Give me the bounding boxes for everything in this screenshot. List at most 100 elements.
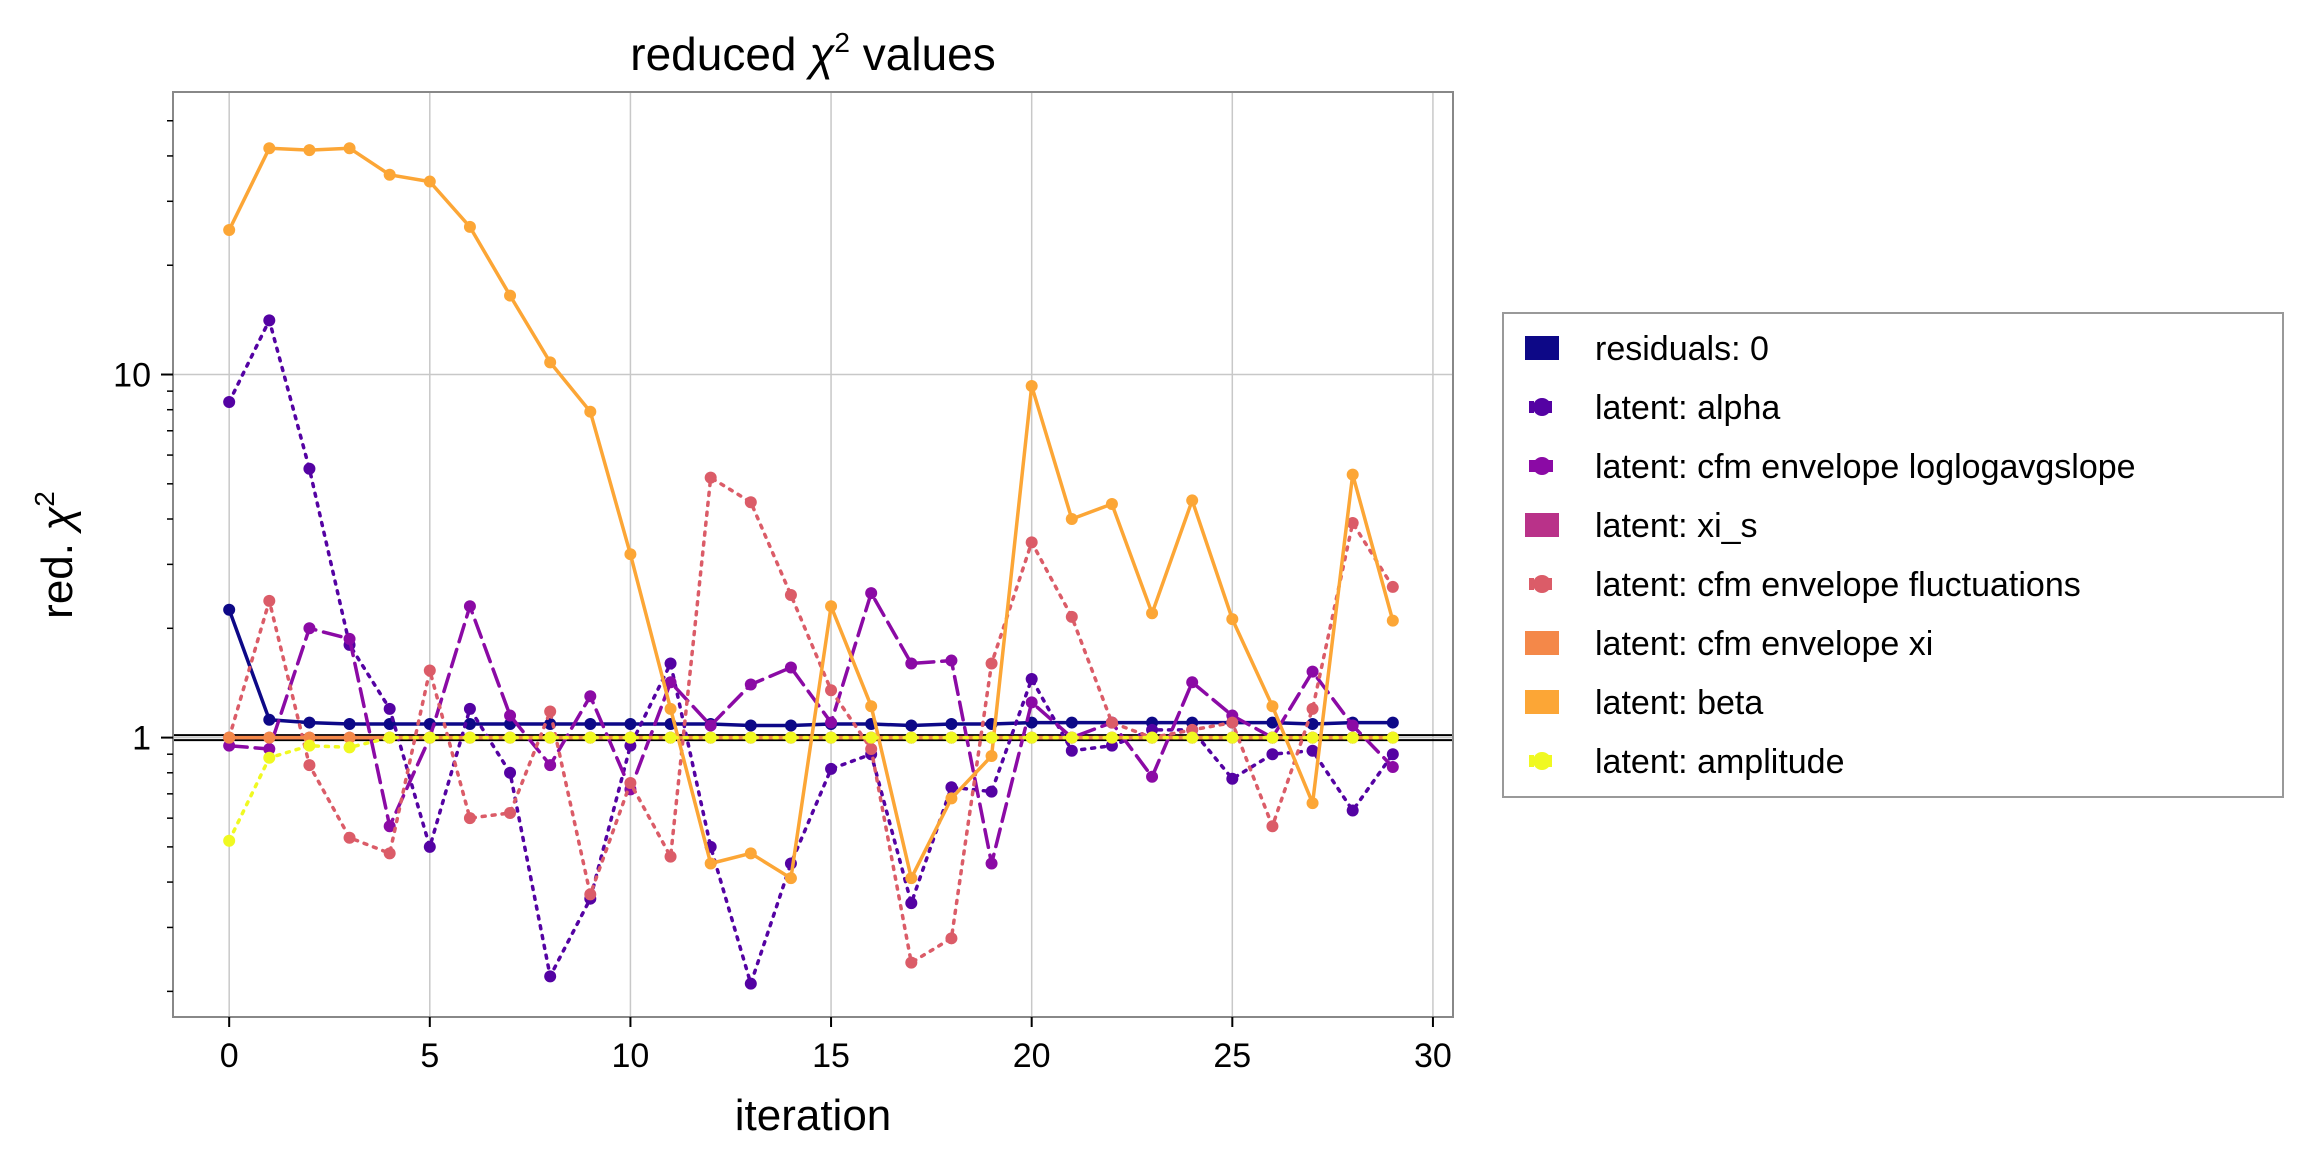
legend-frame xyxy=(1502,312,2284,798)
data-point xyxy=(263,713,276,726)
chart-title: reduced χ2 values xyxy=(630,27,995,80)
data-point xyxy=(223,834,236,847)
legend-swatch xyxy=(1525,631,1559,655)
x-tick-label: 10 xyxy=(612,1037,650,1075)
data-point xyxy=(985,785,998,798)
data-point xyxy=(1266,700,1279,713)
data-point xyxy=(945,731,958,744)
data-point xyxy=(905,719,918,732)
data-point xyxy=(784,589,797,602)
data-point xyxy=(1025,673,1038,686)
data-point xyxy=(263,594,276,607)
data-point xyxy=(1266,731,1279,744)
data-point xyxy=(624,548,637,561)
data-point xyxy=(263,751,276,764)
legend-label: latent: alpha xyxy=(1595,389,1780,427)
data-point xyxy=(784,661,797,674)
data-point xyxy=(383,731,396,744)
data-point xyxy=(1065,744,1078,757)
data-point xyxy=(704,471,717,484)
data-point xyxy=(1065,731,1078,744)
data-point xyxy=(865,700,878,713)
data-point xyxy=(584,718,597,731)
data-point xyxy=(945,932,958,945)
data-point xyxy=(263,142,276,155)
data-point xyxy=(423,731,436,744)
axes: 0 5 10 15 20 25 30 1 10 xyxy=(113,119,1452,1075)
data-point xyxy=(1025,696,1038,709)
data-point xyxy=(744,977,757,990)
data-point xyxy=(383,820,396,833)
data-point xyxy=(223,603,236,616)
data-point xyxy=(263,731,276,744)
data-point xyxy=(1306,797,1319,810)
grid xyxy=(173,92,1453,1017)
data-point xyxy=(544,705,557,718)
data-point xyxy=(544,759,557,772)
series-line xyxy=(227,735,1395,843)
data-point xyxy=(223,224,236,237)
series-4 xyxy=(223,471,1399,969)
data-point xyxy=(905,897,918,910)
series-line xyxy=(227,607,1395,728)
data-point xyxy=(905,731,918,744)
legend-marker xyxy=(1533,752,1551,770)
data-point xyxy=(1105,731,1118,744)
data-point xyxy=(1266,748,1279,761)
data-point xyxy=(1146,731,1159,744)
data-point xyxy=(1025,731,1038,744)
data-point xyxy=(303,739,316,752)
data-point xyxy=(303,144,316,157)
x-tick-label: 5 xyxy=(420,1037,439,1075)
data-point xyxy=(1186,494,1199,507)
data-point xyxy=(343,142,356,155)
data-point xyxy=(624,731,637,744)
data-point xyxy=(624,776,637,789)
series-line xyxy=(227,591,1395,866)
data-point xyxy=(263,314,276,327)
data-point xyxy=(905,872,918,885)
data-point xyxy=(223,731,236,744)
data-point xyxy=(383,847,396,860)
legend-label: latent: cfm envelope loglogavgslope xyxy=(1595,448,2136,486)
data-point xyxy=(945,792,958,805)
data-point xyxy=(945,781,958,794)
data-point xyxy=(1065,716,1078,729)
data-point xyxy=(1306,718,1319,731)
data-point xyxy=(504,806,517,819)
data-point xyxy=(544,970,557,983)
data-point xyxy=(1386,748,1399,761)
data-point xyxy=(463,220,476,233)
legend-label: latent: cfm envelope fluctuations xyxy=(1595,566,2081,604)
data-point xyxy=(1386,716,1399,729)
data-point xyxy=(303,716,316,729)
data-point xyxy=(1346,719,1359,732)
data-point xyxy=(1306,744,1319,757)
series-line xyxy=(227,318,1395,986)
data-point xyxy=(544,731,557,744)
legend-label: latent: amplitude xyxy=(1595,743,1845,781)
data-point xyxy=(1105,716,1118,729)
data-point xyxy=(905,657,918,670)
data-point xyxy=(504,709,517,722)
data-point xyxy=(825,762,838,775)
x-axis-label: iteration xyxy=(735,1091,892,1140)
data-point xyxy=(945,654,958,667)
data-point xyxy=(985,857,998,870)
plot-frame xyxy=(172,91,1454,1018)
data-point xyxy=(905,956,918,969)
data-point xyxy=(825,731,838,744)
data-point xyxy=(383,702,396,715)
data-point xyxy=(825,684,838,697)
data-point xyxy=(1105,497,1118,510)
data-point xyxy=(825,716,838,729)
data-point xyxy=(504,766,517,779)
data-point xyxy=(1186,731,1199,744)
data-point xyxy=(784,719,797,732)
y-tick-label: 1 xyxy=(132,720,151,758)
data-point xyxy=(704,857,717,870)
data-point xyxy=(504,289,517,302)
data-point xyxy=(1306,731,1319,744)
legend-label: latent: xi_s xyxy=(1595,507,1758,545)
